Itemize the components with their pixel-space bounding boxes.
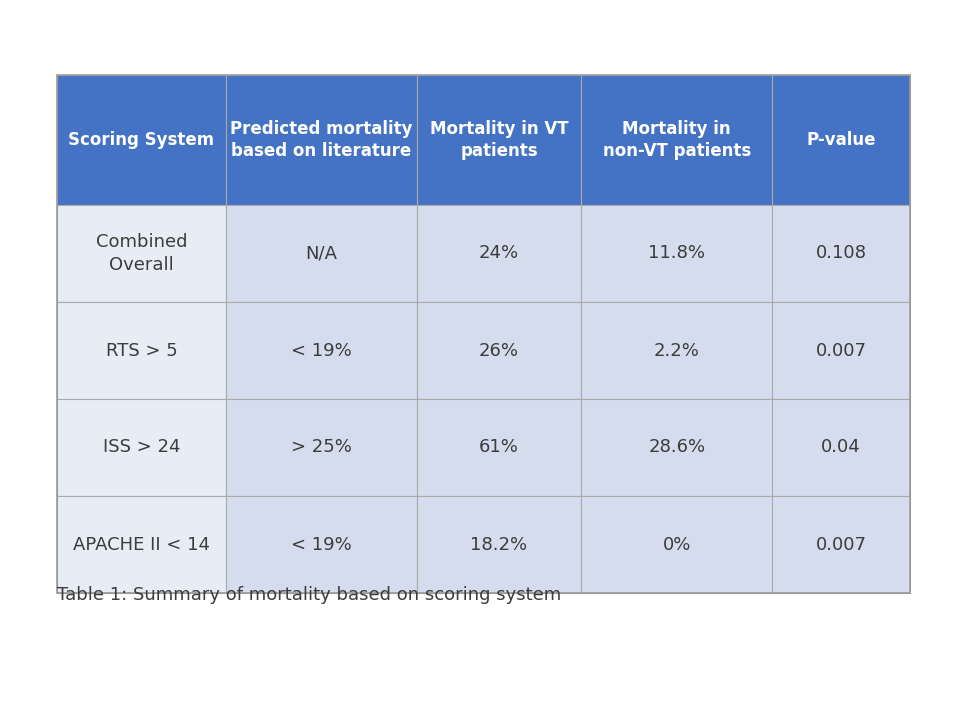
Text: ISS > 24: ISS > 24	[103, 438, 180, 456]
Bar	[581, 496, 772, 593]
Bar	[417, 302, 581, 399]
Text: 11.8%: 11.8%	[648, 245, 706, 263]
Bar	[226, 399, 417, 496]
Text: N/A: N/A	[305, 245, 337, 263]
Bar	[57, 75, 226, 205]
Bar	[772, 302, 910, 399]
Bar	[226, 205, 417, 302]
Text: 24%: 24%	[479, 245, 519, 263]
Bar	[772, 496, 910, 593]
Bar	[581, 75, 772, 205]
Bar	[581, 399, 772, 496]
Bar	[57, 302, 226, 399]
Text: Mortality in VT
patients: Mortality in VT patients	[430, 120, 568, 161]
Text: 2.2%: 2.2%	[654, 341, 700, 359]
Text: 0.007: 0.007	[816, 341, 867, 359]
Text: < 19%: < 19%	[291, 536, 351, 554]
Text: 0.108: 0.108	[816, 245, 867, 263]
Text: 18.2%: 18.2%	[470, 536, 528, 554]
Text: Combined
Overall: Combined Overall	[96, 233, 187, 274]
Bar	[417, 205, 581, 302]
Text: 0.04: 0.04	[821, 438, 861, 456]
Text: 28.6%: 28.6%	[648, 438, 706, 456]
Bar	[226, 302, 417, 399]
Bar	[226, 75, 417, 205]
Text: RTS > 5: RTS > 5	[106, 341, 178, 359]
Text: > 25%: > 25%	[291, 438, 351, 456]
Text: P-value: P-value	[806, 131, 876, 149]
Bar	[57, 205, 226, 302]
Bar	[417, 75, 581, 205]
Bar	[417, 496, 581, 593]
Text: Table 1: Summary of mortality based on scoring system: Table 1: Summary of mortality based on s…	[57, 586, 562, 604]
Text: APACHE II < 14: APACHE II < 14	[73, 536, 210, 554]
Bar	[226, 496, 417, 593]
Bar	[772, 205, 910, 302]
Bar	[57, 399, 226, 496]
Bar	[772, 75, 910, 205]
Text: 0.007: 0.007	[816, 536, 867, 554]
Bar	[57, 496, 226, 593]
Text: Predicted mortality
based on literature: Predicted mortality based on literature	[230, 120, 413, 161]
Bar	[581, 302, 772, 399]
Bar	[57, 75, 910, 593]
Bar	[772, 399, 910, 496]
Text: 0%: 0%	[662, 536, 691, 554]
Text: Mortality in
non-VT patients: Mortality in non-VT patients	[603, 120, 751, 161]
Bar	[581, 205, 772, 302]
Text: Scoring System: Scoring System	[68, 131, 214, 149]
Bar	[417, 399, 581, 496]
Text: 26%: 26%	[479, 341, 519, 359]
Text: < 19%: < 19%	[291, 341, 351, 359]
Text: 61%: 61%	[479, 438, 519, 456]
